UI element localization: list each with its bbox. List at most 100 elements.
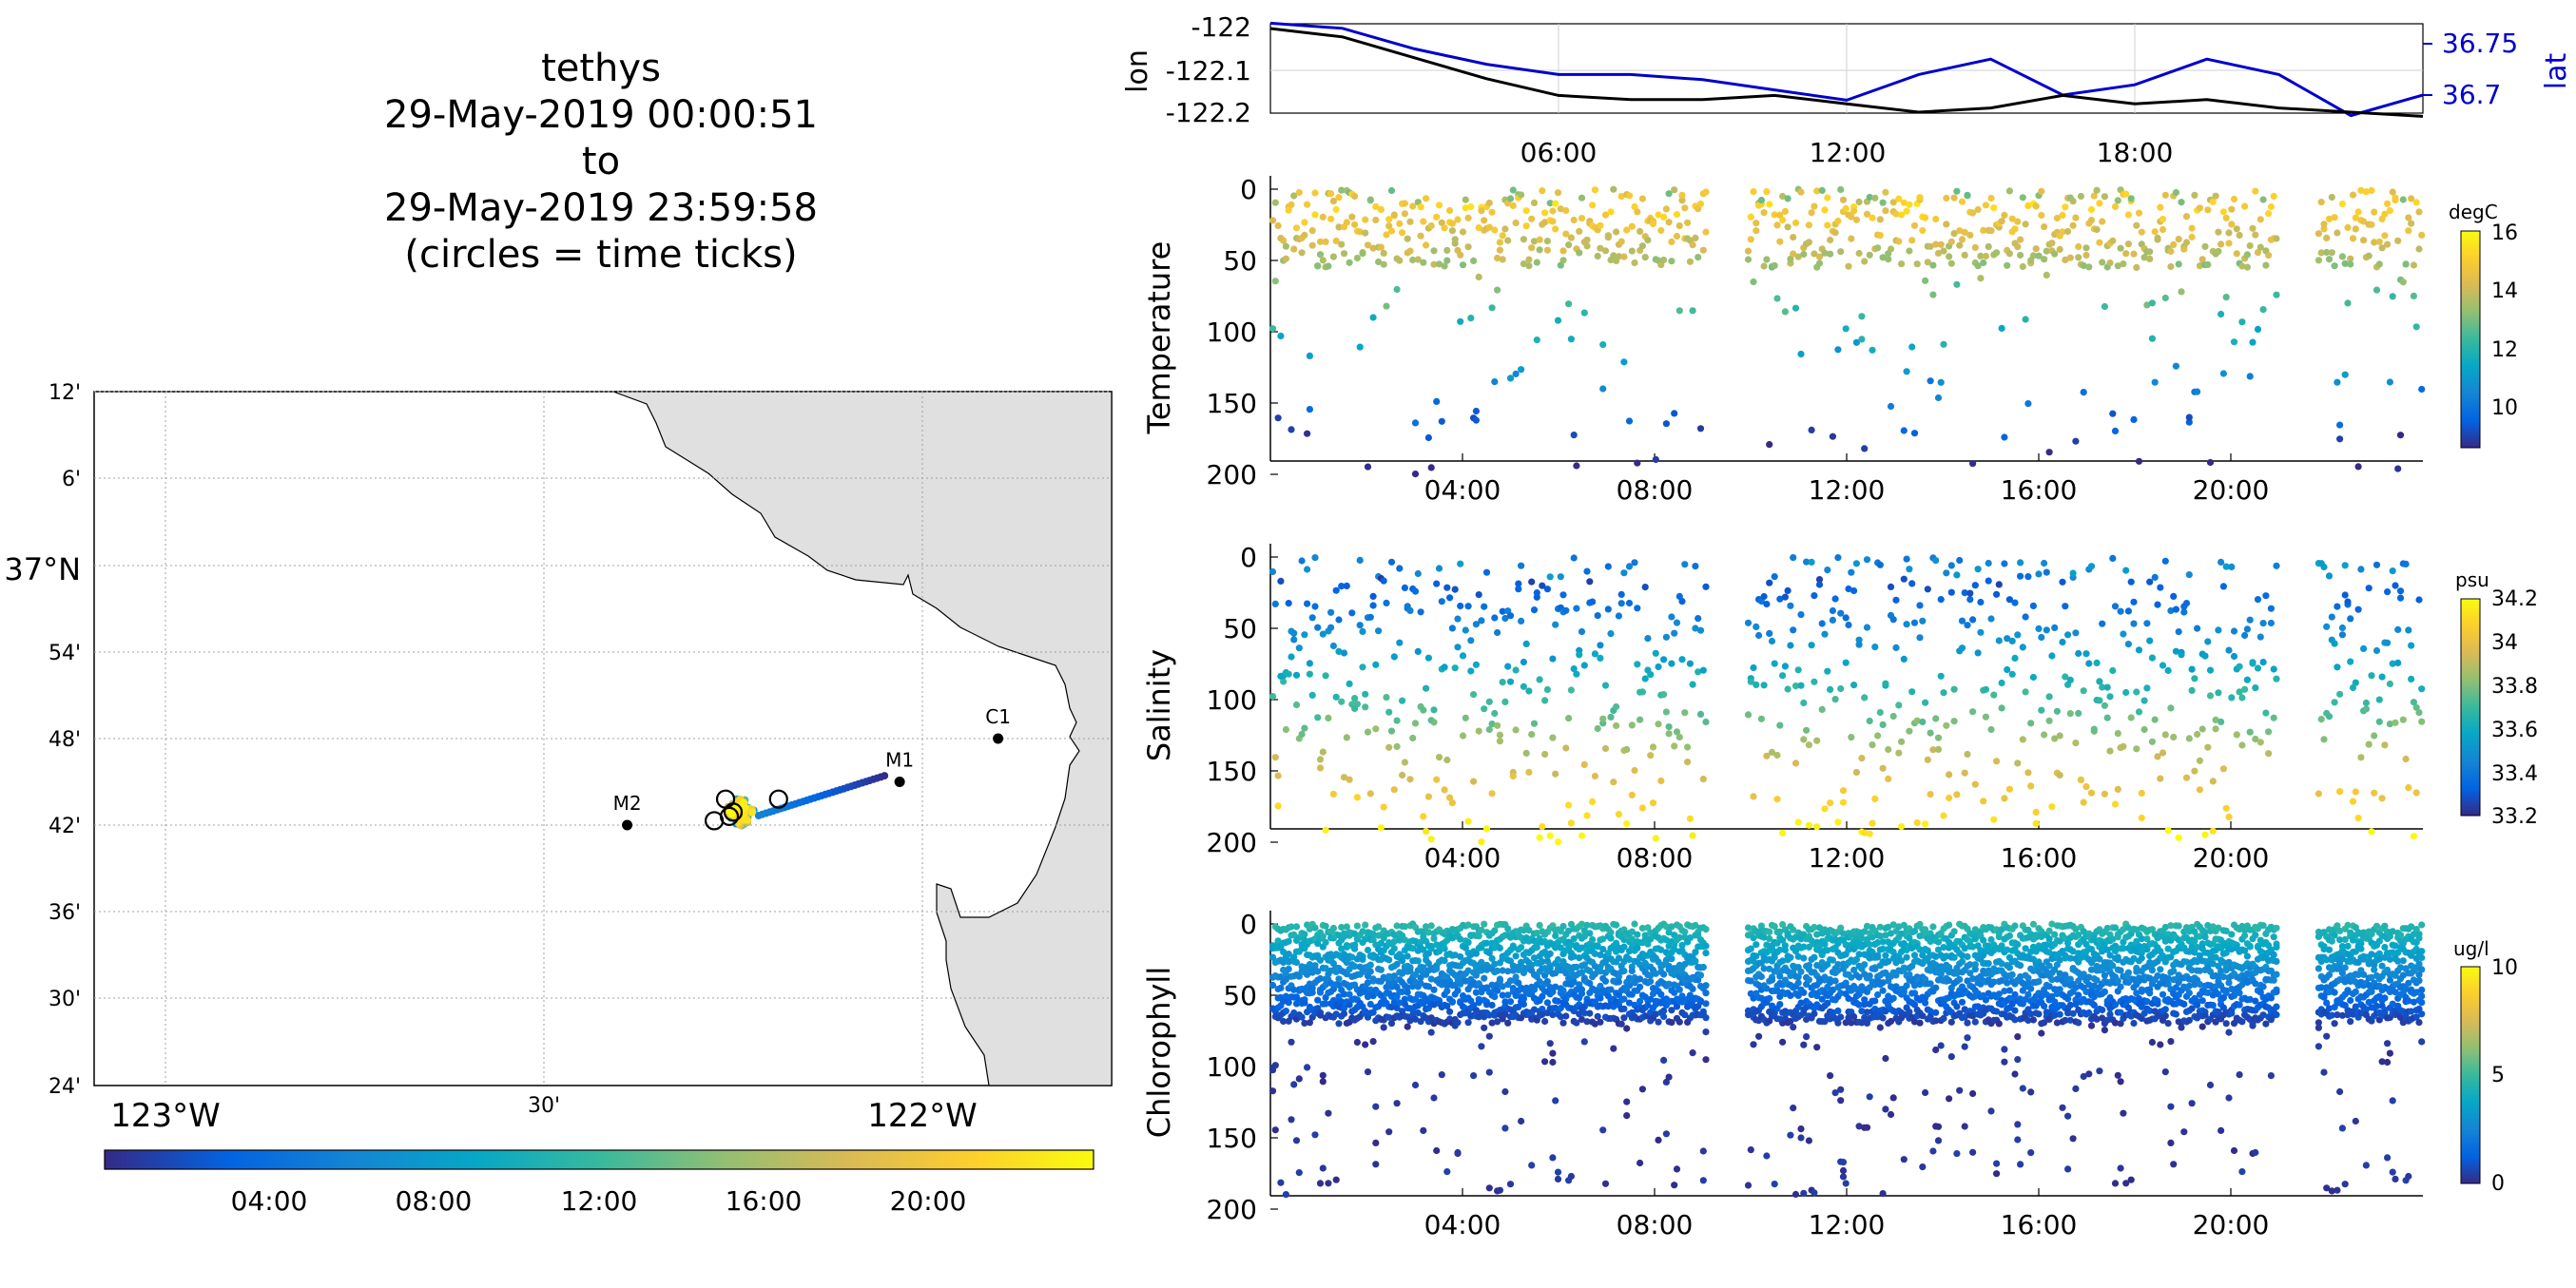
temp-data-point: [2238, 318, 2246, 326]
chl-data-point: [2066, 1016, 2074, 1024]
sal-data-point: [1520, 682, 1527, 690]
sal-data-point: [1597, 642, 1604, 649]
chl-data-point: [2066, 1001, 2074, 1009]
temp-data-point: [1292, 224, 1301, 232]
chl-data-point: [1406, 1017, 1414, 1025]
temp-data-point: [1504, 237, 1512, 244]
sal-data-point: [1430, 719, 1438, 726]
temp-data-point: [1599, 385, 1607, 393]
chl-data-point: [1863, 1124, 1871, 1131]
sal-data-point: [1314, 714, 1322, 721]
chl-data-point: [1372, 1161, 1380, 1168]
sal-data-point: [1366, 790, 1374, 798]
sal-data-point: [1478, 617, 1485, 625]
chl-data-point: [1620, 967, 1628, 975]
sal-data-point: [2254, 596, 2262, 604]
sal-data-point: [1543, 685, 1551, 694]
sal-data-point: [1908, 688, 1916, 696]
chl-data-point: [1475, 999, 1482, 1007]
temp-data-point: [2148, 335, 2156, 342]
sal-data-point: [2045, 693, 2053, 701]
sal-data-point: [1454, 644, 1462, 651]
sal-data-point: [1290, 636, 1298, 644]
chl-data-point: [2064, 939, 2072, 947]
chl-data-point: [1462, 944, 1469, 952]
chl-data-point: [1464, 967, 1472, 974]
chl-data-point: [1377, 939, 1385, 947]
sal-data-point: [1401, 584, 1408, 592]
sal-data-point: [2043, 626, 2050, 634]
chl-data-point: [2120, 1109, 2127, 1117]
sal-data-point: [2325, 572, 2334, 580]
chl-data-point: [1501, 1125, 1509, 1132]
sal-data-point: [1784, 586, 1792, 595]
chl-data-point: [1353, 922, 1361, 930]
chl-data-point: [1961, 1043, 1968, 1050]
sal-data-point: [1491, 709, 1499, 718]
chl-data-point: [1660, 1056, 1668, 1064]
chl-data-point: [1800, 989, 1808, 996]
chl-data-point: [1301, 999, 1308, 1007]
temp-data-point: [1866, 251, 1873, 259]
sal-data-point: [1655, 721, 1662, 728]
sal-data-point: [2075, 709, 2082, 718]
chl-data-point: [1567, 941, 1575, 949]
sal-data-point: [2114, 785, 2121, 794]
temp-data-point: [1329, 253, 1337, 260]
chl-data-point: [1980, 936, 1987, 944]
chl-data-point: [1277, 1179, 1285, 1186]
sal-data-point: [2059, 638, 2066, 646]
temp-data-point: [1961, 228, 1968, 236]
chl-data-point: [1673, 1165, 1681, 1173]
sal-data-point: [1280, 678, 1288, 685]
temp-data-point: [1686, 258, 1694, 265]
temp-data-point: [2375, 238, 2383, 245]
sal-data-point: [2246, 728, 2254, 736]
sal-data-point: [2109, 554, 2117, 563]
sal-data-point: [2017, 559, 2024, 567]
sal-data-point: [1805, 741, 1812, 749]
temp-data-point: [1953, 187, 1961, 195]
chl-data-point: [2011, 1007, 2019, 1014]
sal-data-point: [2066, 710, 2074, 718]
chl-data-point: [1539, 958, 1546, 966]
temp-data-point: [1387, 227, 1396, 235]
chl-data-point: [1288, 1116, 1295, 1124]
temp-data-point: [1573, 462, 1580, 470]
temp-data-point: [1541, 219, 1549, 226]
chl-data-point: [1285, 965, 1292, 973]
chl-data-point: [1885, 923, 1892, 931]
sal-data-point: [1322, 826, 1329, 834]
temp-data-point: [1929, 291, 1937, 298]
chl-data-point: [1554, 1175, 1562, 1182]
sal-data-point: [2080, 687, 2087, 695]
chl-data-point: [2001, 1046, 2008, 1053]
sal-data-point: [1459, 732, 1467, 740]
lat-ytick: 36.75: [2442, 28, 2518, 59]
temp-data-point: [1617, 238, 1625, 245]
sal-data-point: [1876, 708, 1884, 717]
chl-data-point: [1946, 921, 1953, 929]
chl-data-point: [1813, 1044, 1821, 1051]
chl-data-point: [2138, 954, 2145, 962]
temp-data-point: [2354, 463, 2362, 471]
chl-data-point: [1549, 1154, 1557, 1162]
temp-data-point: [2323, 248, 2331, 257]
temp-data-point: [1459, 261, 1467, 269]
chl-data-point: [2005, 987, 2013, 994]
sal-data-point: [2315, 790, 2322, 798]
chl-data-point: [1533, 930, 1540, 937]
chl-data-point: [1322, 938, 1329, 947]
temp-data-point: [1597, 221, 1604, 229]
sal-data-point: [1271, 754, 1279, 761]
temp-data-point: [1637, 227, 1644, 235]
chl-data-point: [1800, 943, 1808, 951]
sal-data-point: [1387, 727, 1396, 735]
temp-data-point: [1794, 253, 1802, 260]
chl-data-point: [1496, 1186, 1503, 1194]
sal-data-point: [1869, 819, 1876, 827]
sal-data-point: [1974, 649, 1982, 657]
